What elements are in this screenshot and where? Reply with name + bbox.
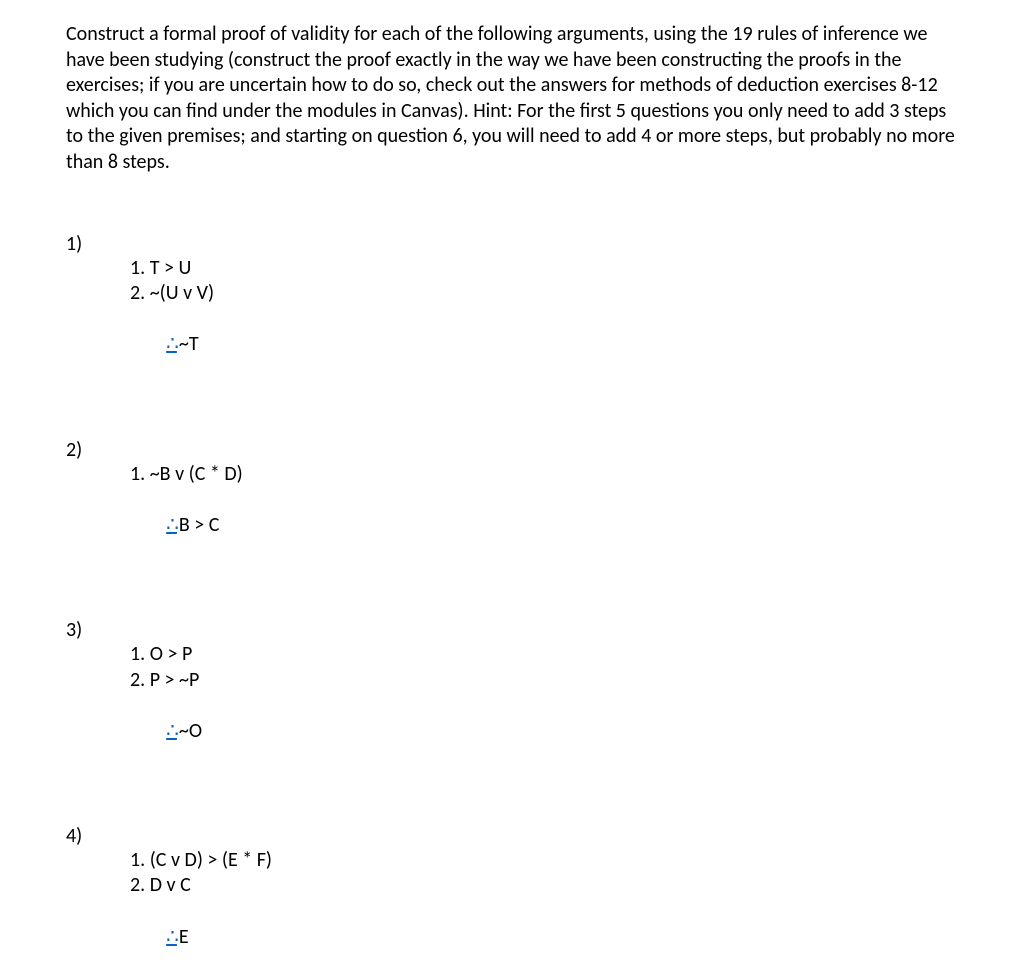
therefore-symbol: ∴ [166, 719, 177, 743]
instructions-paragraph: Construct a formal proof of validity for… [66, 22, 958, 176]
problem-body: 1. T > U 2. ~(U v V) ∴ ~T [130, 232, 214, 384]
premise-line: 2. D v C [130, 873, 272, 899]
conclusion-line: ∴ ~O [130, 693, 202, 770]
problem-4: 4) 1. (C v D) > (E * F) 2. D v C ∴ E [66, 824, 958, 976]
problem-body: 1. ~B v (C * D) ∴ B > C [130, 438, 243, 564]
premise-line: 1. (C v D) > (E * F) [130, 848, 272, 874]
problem-2: 2) 1. ~B v (C * D) ∴ B > C [66, 438, 958, 564]
problem-body: 1. O > P 2. P > ~P ∴ ~O [130, 618, 202, 770]
problem-3: 3) 1. O > P 2. P > ~P ∴ ~O [66, 618, 958, 770]
conclusion-text: ~T [179, 332, 199, 356]
problem-number: 1) [66, 232, 130, 258]
conclusion-line: ∴ ~T [130, 307, 214, 384]
problem-number: 3) [66, 618, 130, 644]
conclusion-line: ∴ E [130, 899, 272, 976]
therefore-symbol: ∴ [166, 513, 177, 537]
premise-line: 2. ~(U v V) [130, 281, 214, 307]
premise-line: 1. O > P [130, 642, 202, 668]
problem-number: 2) [66, 438, 130, 464]
premise-line: 2. P > ~P [130, 668, 202, 694]
conclusion-text: E [179, 925, 189, 949]
document-page: Construct a formal proof of validity for… [0, 0, 1024, 976]
premise-line: 1. ~B v (C * D) [130, 462, 243, 488]
premise-line: 1. T > U [130, 256, 214, 282]
therefore-symbol: ∴ [166, 925, 177, 949]
therefore-symbol: ∴ [166, 332, 177, 356]
problem-body: 1. (C v D) > (E * F) 2. D v C ∴ E [130, 824, 272, 976]
conclusion-line: ∴ B > C [130, 487, 243, 564]
problem-number: 4) [66, 824, 130, 850]
problem-1: 1) 1. T > U 2. ~(U v V) ∴ ~T [66, 232, 958, 384]
conclusion-text: ~O [179, 719, 202, 743]
conclusion-text: B > C [179, 513, 220, 537]
